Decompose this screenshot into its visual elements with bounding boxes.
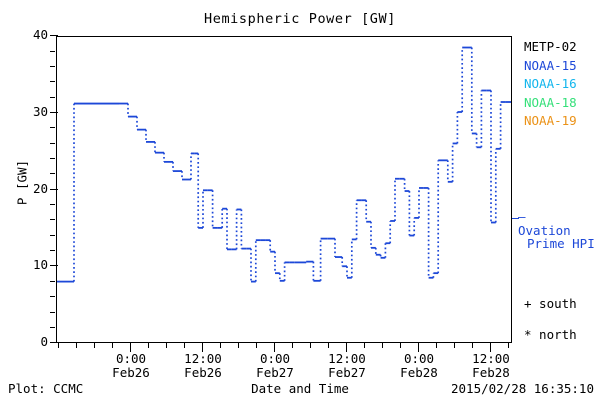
x-tick-major	[418, 343, 420, 352]
footer-plot-source: Plot: CCMC	[8, 381, 84, 396]
x-tick-major	[202, 343, 204, 352]
y-tick-label: 0	[40, 334, 48, 349]
legend-entry-noaa-16: NOAA-16	[524, 76, 577, 91]
series-ovation-prime-hpi	[56, 46, 512, 283]
y-tick-minor	[50, 250, 55, 252]
x-tick-label-time: 12:00	[472, 351, 510, 366]
x-tick-minor	[58, 343, 60, 348]
legend-entry-metp-02: METP-02	[524, 39, 577, 54]
x-tick-minor	[94, 343, 96, 348]
x-tick-label: 0:00 Feb26	[86, 352, 176, 379]
y-tick-minor	[50, 127, 55, 129]
ovation-label-line2: Prime HPI	[527, 236, 595, 251]
legend: METP-02 NOAA-15 NOAA-16 NOAA-18 NOAA-19	[524, 38, 600, 131]
x-tick-major	[490, 343, 492, 352]
x-tick-label: 12:00 Feb28	[446, 352, 536, 379]
x-tick-label-date: Feb28	[400, 364, 438, 380]
x-tick-label: 12:00 Feb27	[302, 352, 392, 379]
x-tick-label-time: 0:00	[259, 351, 291, 366]
ovation-legend-tick-icon	[512, 218, 519, 219]
legend-marker-north: * north	[524, 327, 577, 342]
x-tick-label: 0:00 Feb27	[230, 352, 320, 379]
x-axis-title: Date and Time	[251, 381, 349, 396]
ovation-dash-icon: —	[518, 209, 527, 224]
y-tick-minor	[50, 65, 55, 67]
legend-entry-noaa-19: NOAA-19	[524, 113, 577, 128]
x-tick-label-time: 0:00	[115, 351, 147, 366]
x-tick-minor	[328, 343, 330, 348]
y-tick-minor	[50, 173, 55, 175]
y-tick-label: 20	[32, 180, 48, 196]
x-tick-minor	[76, 343, 78, 348]
x-tick-label-time: 12:00	[184, 351, 222, 366]
y-tick-minor	[50, 81, 55, 83]
x-tick-label-time: 12:00	[328, 351, 366, 366]
page-title: Hemispheric Power [GW]	[203, 11, 396, 27]
y-tick-minor	[50, 219, 55, 221]
x-tick-minor	[112, 343, 114, 348]
y-tick-label: 30	[32, 103, 48, 119]
plot-area	[56, 36, 512, 343]
x-tick-minor	[382, 343, 384, 348]
y-tick-minor	[50, 280, 55, 282]
y-tick-label: 10	[32, 257, 48, 273]
y-tick-major	[50, 265, 58, 267]
x-tick-major	[346, 343, 348, 352]
x-tick-minor	[166, 343, 168, 348]
x-tick-label-date: Feb26	[112, 364, 150, 380]
legend-ovation-prime-hpi: — Ovation Prime HPI	[518, 210, 600, 251]
y-tick-minor	[50, 158, 55, 159]
x-tick-label-date: Feb28	[472, 364, 510, 380]
y-tick-major	[50, 342, 58, 344]
y-tick-major	[50, 188, 58, 190]
x-tick-label-time: 0:00	[403, 351, 435, 366]
y-tick-label: 40	[32, 27, 48, 42]
x-tick-label-date: Feb26	[184, 364, 222, 380]
y-tick-minor	[50, 142, 55, 144]
x-tick-minor	[436, 343, 438, 348]
x-tick-minor	[292, 343, 294, 348]
x-tick-label-date: Feb27	[256, 364, 294, 380]
y-tick-major	[50, 35, 58, 37]
x-tick-minor	[400, 343, 402, 348]
y-tick-major	[50, 111, 58, 113]
y-tick-minor	[50, 234, 55, 236]
y-tick-minor	[50, 326, 55, 328]
x-tick-minor	[472, 343, 474, 348]
x-tick-label: 0:00 Feb28	[374, 352, 464, 379]
x-tick-minor	[364, 343, 366, 348]
x-tick-minor	[454, 343, 456, 348]
ovation-label-line1: Ovation	[518, 222, 571, 238]
footer-timestamp: 2015/02/28 16:35:10	[451, 381, 594, 396]
y-tick-minor	[50, 311, 55, 313]
y-tick-minor	[50, 204, 55, 206]
x-tick-minor	[508, 343, 510, 348]
legend-entry-noaa-15: NOAA-15	[524, 57, 577, 73]
y-tick-minor	[50, 50, 55, 52]
x-tick-minor	[220, 343, 222, 348]
x-tick-label: 12:00 Feb26	[158, 352, 248, 379]
x-tick-minor	[238, 343, 240, 348]
x-tick-minor	[148, 343, 150, 348]
plot-frame	[56, 36, 512, 343]
x-tick-major	[130, 343, 132, 352]
y-tick-minor	[50, 96, 55, 98]
legend-entry-noaa-18: NOAA-18	[524, 94, 577, 110]
legend-marker-south: + south	[524, 296, 577, 311]
x-tick-minor	[184, 343, 186, 348]
x-tick-minor	[310, 343, 312, 348]
y-tick-minor	[50, 296, 55, 298]
x-tick-minor	[256, 343, 258, 348]
x-tick-major	[274, 343, 276, 352]
x-tick-label-date: Feb27	[328, 364, 366, 380]
